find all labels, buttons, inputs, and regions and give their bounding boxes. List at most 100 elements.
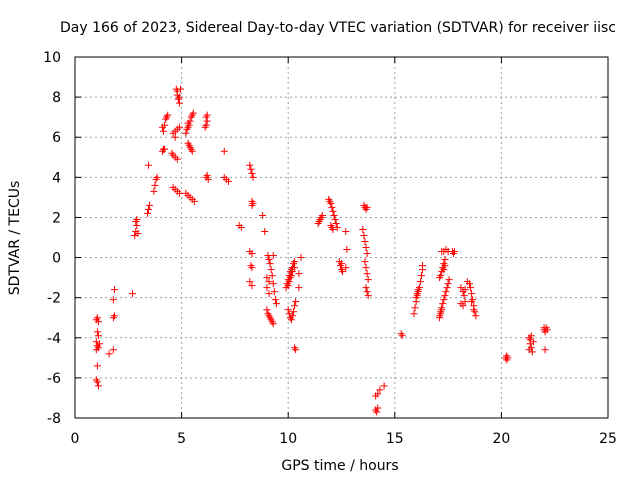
data-point <box>184 119 192 127</box>
data-point <box>164 111 172 119</box>
data-point <box>361 258 369 266</box>
data-point <box>287 316 295 324</box>
data-point <box>328 203 336 211</box>
data-point <box>94 382 102 390</box>
data-point <box>439 300 447 308</box>
data-point <box>175 189 183 197</box>
y-tick-label: -4 <box>47 331 61 347</box>
chart-title: Day 166 of 2023, Sidereal Day-to-day VTE… <box>60 20 616 36</box>
data-point <box>330 211 338 219</box>
data-point <box>318 211 326 219</box>
data-point <box>266 260 274 268</box>
data-point <box>527 332 535 340</box>
data-point <box>269 320 277 328</box>
data-point <box>363 270 371 278</box>
data-point <box>443 284 451 292</box>
data-point <box>331 215 339 223</box>
data-point <box>145 205 153 213</box>
data-point <box>339 268 347 276</box>
data-point <box>134 229 142 237</box>
data-point <box>265 256 273 264</box>
data-point <box>145 161 153 169</box>
data-point <box>220 147 228 155</box>
data-point <box>94 318 102 326</box>
data-point <box>295 284 303 292</box>
data-point <box>248 201 256 209</box>
data-point <box>414 286 422 294</box>
data-point <box>444 280 452 288</box>
data-point <box>161 145 169 153</box>
data-point <box>297 254 305 262</box>
data-point <box>457 284 465 292</box>
data-point <box>288 268 296 276</box>
data-point <box>470 306 478 314</box>
data-point <box>204 175 212 183</box>
data-point <box>332 219 340 227</box>
data-point <box>363 250 371 258</box>
data-point <box>437 272 445 280</box>
data-point <box>362 264 370 272</box>
data-point <box>374 390 382 398</box>
data-point <box>259 211 267 219</box>
y-axis-label: SDTVAR / TECUs <box>7 181 23 296</box>
data-point <box>190 197 198 205</box>
y-tick-labels: -8 -6 -4 -2 0 2 4 6 8 10 <box>43 50 61 427</box>
data-point <box>440 266 448 274</box>
data-point <box>263 274 271 282</box>
data-point <box>265 278 273 286</box>
data-point <box>468 298 476 306</box>
data-point <box>540 324 548 332</box>
data-point <box>248 169 256 177</box>
data-point <box>158 123 166 131</box>
data-point <box>143 209 151 217</box>
data-point <box>361 238 369 246</box>
plot-frame <box>74 56 609 419</box>
data-point <box>248 282 256 290</box>
data-point <box>153 173 161 181</box>
y-tick-label: 4 <box>52 170 61 186</box>
x-tick-label: 25 <box>599 431 617 447</box>
data-point <box>364 276 372 284</box>
data-point <box>261 227 269 235</box>
data-point <box>133 215 141 223</box>
data-point <box>171 133 179 141</box>
data-point <box>203 111 211 119</box>
data-point <box>472 312 480 320</box>
data-point <box>182 129 190 137</box>
data-point <box>360 231 368 239</box>
data-point <box>248 250 256 258</box>
data-point <box>413 290 421 298</box>
data-point <box>436 314 444 322</box>
data-point <box>93 362 101 370</box>
data-point <box>202 121 210 129</box>
data-point <box>105 350 113 358</box>
data-point <box>263 284 271 292</box>
data-point <box>525 346 533 354</box>
data-point <box>270 288 278 296</box>
y-tick-label: -8 <box>47 411 61 427</box>
x-tick-label: 15 <box>386 431 404 447</box>
data-point <box>411 304 419 312</box>
data-point <box>203 117 211 125</box>
data-point <box>267 266 275 274</box>
data-point <box>269 280 277 288</box>
data-point <box>93 378 101 386</box>
data-point <box>269 252 277 260</box>
data-point <box>272 300 280 308</box>
data-point <box>412 294 420 302</box>
data-point <box>295 270 303 278</box>
data-point <box>461 298 469 306</box>
data-point <box>248 264 256 272</box>
data-point <box>376 386 384 394</box>
data-point <box>291 258 299 266</box>
data-point <box>173 155 181 163</box>
data-point <box>290 308 298 316</box>
data-point <box>417 272 425 280</box>
data-point <box>109 346 117 354</box>
data-point <box>288 312 296 320</box>
data-point <box>363 203 371 211</box>
data-point <box>246 161 254 169</box>
data-point <box>271 296 279 304</box>
